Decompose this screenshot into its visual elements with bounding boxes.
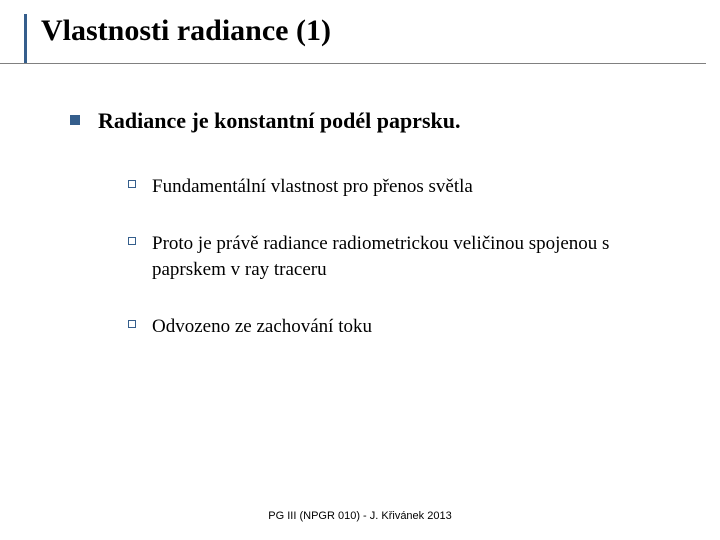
bullet-sub-text: Odvozeno ze zachování toku bbox=[152, 314, 372, 340]
square-outline-bullet-icon bbox=[128, 320, 136, 328]
bullet-sub-text: Proto je právě radiance radiometrickou v… bbox=[152, 231, 666, 282]
title-accent-bar: Vlastnosti radiance (1) bbox=[24, 14, 696, 63]
bullet-sub: Odvozeno ze zachování toku bbox=[128, 314, 666, 340]
slide: Vlastnosti radiance (1) Radiance je kons… bbox=[0, 0, 720, 540]
slide-footer: PG III (NPGR 010) - J. Křivánek 2013 bbox=[0, 510, 720, 522]
bullet-sub-text: Fundamentální vlastnost pro přenos světl… bbox=[152, 174, 473, 200]
square-outline-bullet-icon bbox=[128, 237, 136, 245]
bullet-main: Radiance je konstantní podél paprsku. bbox=[70, 108, 666, 134]
bullet-sub: Fundamentální vlastnost pro přenos světl… bbox=[128, 174, 666, 200]
bullet-sub: Proto je právě radiance radiometrickou v… bbox=[128, 231, 666, 282]
bullet-main-text: Radiance je konstantní podél paprsku. bbox=[98, 108, 460, 134]
square-bullet-icon bbox=[70, 115, 80, 125]
slide-title: Vlastnosti radiance (1) bbox=[41, 14, 696, 49]
slide-content: Radiance je konstantní podél paprsku. Fu… bbox=[24, 64, 696, 341]
square-outline-bullet-icon bbox=[128, 180, 136, 188]
